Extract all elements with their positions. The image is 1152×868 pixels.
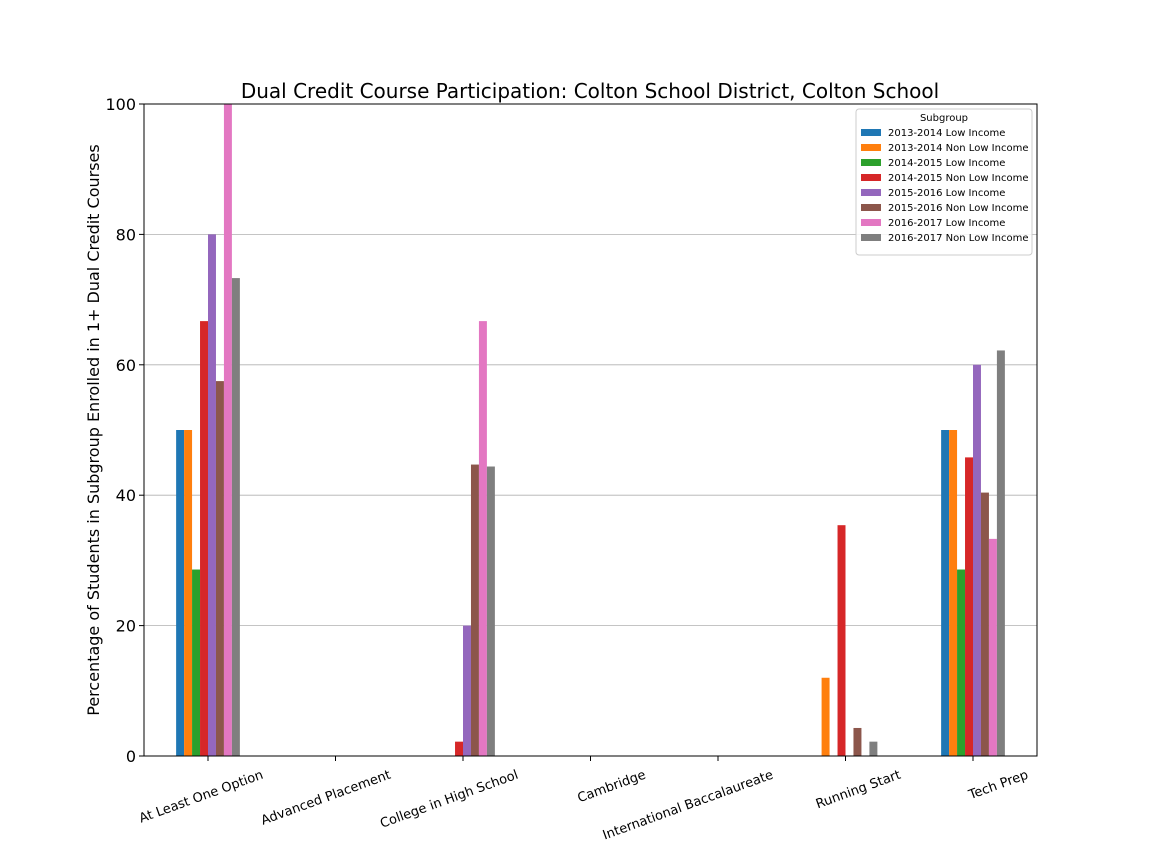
bar: [988, 538, 997, 756]
bar: [996, 350, 1005, 756]
y-axis-label: Percentage of Students in Subgroup Enrol…: [84, 144, 103, 715]
legend-label: 2015-2016 Non Low Income: [888, 203, 1028, 214]
legend-label: 2013-2014 Low Income: [888, 128, 1005, 139]
bar: [965, 457, 973, 756]
legend-box: [855, 108, 1033, 256]
bar: [176, 430, 185, 756]
y-tick-label: 40: [116, 486, 136, 505]
bar: [941, 430, 950, 756]
x-tick-label: At Least One Option: [137, 768, 265, 827]
bar: [486, 466, 495, 756]
bars: [176, 104, 1005, 756]
legend-label: 2014-2015 Low Income: [888, 158, 1005, 169]
bar: [980, 492, 989, 756]
chart-title: Dual Credit Course Participation: Colton…: [241, 79, 939, 103]
legend-label: 2014-2015 Non Low Income: [888, 173, 1028, 184]
bar: [470, 464, 479, 756]
bar: [478, 321, 487, 756]
y-tick-label: 60: [116, 356, 136, 375]
bar: [231, 278, 240, 756]
y-tick-label: 100: [105, 95, 136, 114]
bar: [215, 381, 224, 756]
bar: [455, 741, 463, 756]
x-tick-label: Advanced Placement: [259, 768, 393, 829]
bar: [853, 727, 862, 756]
plot-frame: [143, 103, 1038, 757]
legend-label: 2016-2017 Non Low Income: [888, 233, 1028, 244]
bar: [208, 234, 216, 756]
bar: [837, 525, 846, 756]
legend-swatch: [861, 234, 881, 241]
bar: [973, 364, 981, 756]
legend-swatch: [861, 129, 881, 136]
bar: [200, 321, 208, 756]
legend-label: 2013-2014 Non Low Income: [888, 143, 1028, 154]
legend-swatch: [861, 159, 881, 166]
legend-label: 2016-2017 Low Income: [888, 218, 1005, 229]
legend-swatch: [861, 219, 881, 226]
bar: [192, 569, 201, 756]
bar: [821, 677, 830, 756]
legend-swatch: [861, 204, 881, 211]
bar: [869, 741, 878, 756]
x-tick-label: College in High School: [378, 768, 520, 832]
y-tick-label: 0: [126, 747, 136, 766]
x-tick-label: Tech Prep: [966, 768, 1030, 804]
legend-label: 2015-2016 Low Income: [888, 188, 1005, 199]
bar: [184, 430, 193, 756]
legend-swatch: [861, 189, 881, 196]
gridlines: [144, 233, 1037, 626]
bar: [463, 625, 471, 756]
legend-title: Subgroup: [920, 113, 968, 124]
bar: [223, 104, 232, 756]
x-tick-label: Cambridge: [576, 768, 648, 807]
x-tick-label: Running Start: [814, 768, 903, 813]
y-tick-label: 20: [116, 617, 136, 636]
legend-swatch: [861, 174, 881, 181]
bar: [949, 430, 958, 756]
legend: Subgroup 2013-2014 Low Income 2013-2014 No…: [855, 108, 1033, 256]
bar: [957, 569, 966, 756]
y-tick-label: 80: [116, 225, 136, 244]
legend-swatch: [861, 144, 881, 151]
